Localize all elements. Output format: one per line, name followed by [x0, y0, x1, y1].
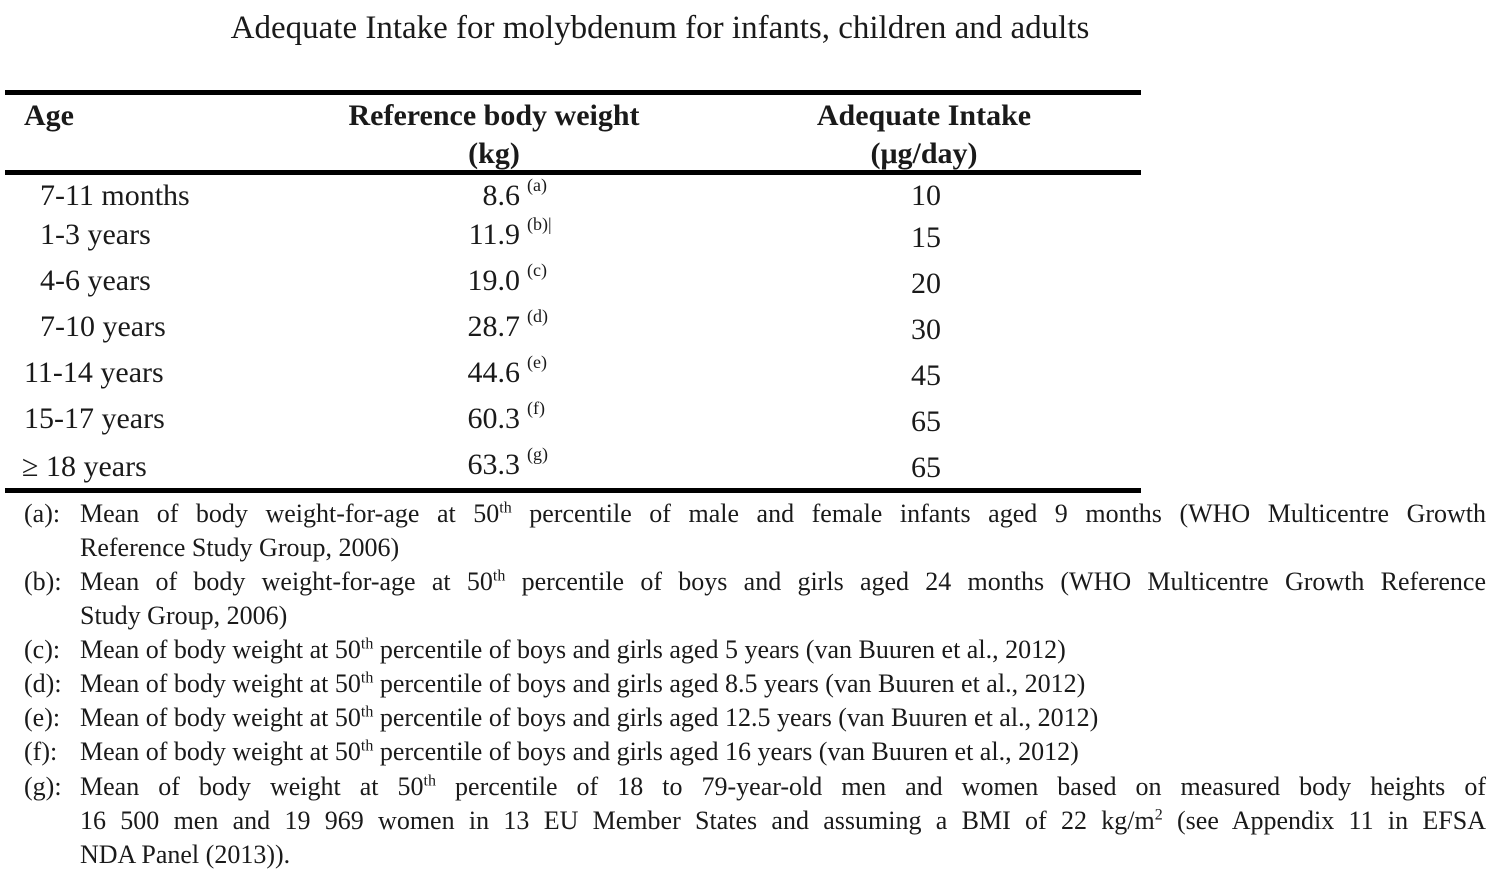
header-ai-line1: Adequate Intake: [816, 99, 1032, 132]
footnote-text: Mean of body weight at 50th percentile o…: [80, 772, 1486, 801]
header-weight-unit: (kg): [468, 137, 520, 170]
table-row-ai: 65: [911, 405, 941, 438]
footnote-b: (b): Mean of body weight-for-age at 50th…: [24, 565, 1486, 633]
footnote-c: (c): Mean of body weight at 50th percent…: [24, 633, 1486, 667]
table-row-ai: 65: [911, 451, 941, 484]
table-row-age: 15-17 years: [24, 402, 165, 435]
table-row-age: 1-3 years: [40, 218, 151, 251]
footnote-text: Mean of body weight at 50th percentile o…: [80, 703, 1099, 732]
footnote-text-line2: 16 500 men and 19 969 women in 13 EU Mem…: [80, 806, 1486, 835]
header-adequate-intake: Adequate Intake (μg/day): [744, 97, 1104, 173]
table-row-note: (a): [527, 175, 547, 195]
table-row-age: ≥ 18 years: [22, 450, 147, 483]
table-row-ai: 20: [911, 267, 941, 300]
footnote-label: (g):: [24, 772, 62, 801]
table-row-ai: 30: [911, 313, 941, 346]
table-row-note: (b)|: [527, 214, 552, 234]
table-top-rule: [5, 90, 1141, 95]
footnote-f: (f): Mean of body weight at 50th percent…: [24, 735, 1486, 769]
footnote-text: Mean of body weight at 50th percentile o…: [80, 669, 1086, 698]
header-weight-line1: Reference body weight: [348, 99, 640, 132]
table-row-weight: 44.6: [467, 356, 521, 389]
footnote-label: (f):: [24, 737, 58, 766]
table-bottom-rule: [5, 488, 1141, 493]
footnote-d: (d): Mean of body weight at 50th percent…: [24, 667, 1486, 701]
table-row-ai: 45: [911, 359, 941, 392]
footnote-label: (d):: [24, 669, 62, 698]
table-row-note: (g): [527, 444, 548, 464]
footnote-g: (g): Mean of body weight at 50th percent…: [24, 770, 1486, 872]
footnote-text: Mean of body weight at 50th percentile o…: [80, 635, 1066, 664]
header-reference-body-weight: Reference body weight (kg): [294, 97, 694, 173]
table-row-ai: 15: [911, 221, 941, 254]
table-title: Adequate Intake for molybdenum for infan…: [230, 10, 1090, 46]
table-row-age: 7-10 years: [40, 310, 166, 343]
table-row-age: 4-6 years: [40, 264, 151, 297]
table-row-weight: 28.7: [467, 310, 521, 343]
footnote-label: (a):: [24, 499, 61, 528]
header-rule: [5, 170, 1141, 175]
footnote-text: Mean of body weight-for-age at 50th perc…: [80, 567, 1486, 596]
header-age: Age: [24, 99, 74, 132]
table-row-weight: 19.0: [467, 264, 521, 297]
table-row-ai: 10: [911, 179, 941, 212]
header-ai-unit: (μg/day): [870, 137, 978, 170]
table-row-note: (d): [527, 306, 548, 326]
footnote-label: (c):: [24, 635, 61, 664]
footnote-e: (e): Mean of body weight at 50th percent…: [24, 701, 1486, 735]
footnote-text: Mean of body weight at 50th percentile o…: [80, 737, 1079, 766]
table-row-note: (e): [527, 352, 547, 372]
table-row-age: 11-14 years: [24, 356, 164, 389]
table-row-age: 7-11 months: [40, 179, 190, 212]
footnote-text: Mean of body weight-for-age at 50th perc…: [80, 499, 1486, 528]
footnote-text-line2: Reference Study Group, 2006): [80, 533, 400, 562]
table-row-note: (f): [527, 398, 545, 418]
footnote-text-line3: NDA Panel (2013)).: [80, 840, 291, 869]
table-row-weight: 63.3: [467, 448, 521, 481]
footnote-text-line2: Study Group, 2006): [80, 601, 288, 630]
table-row-weight: 11.9: [468, 218, 520, 251]
footnote-label: (e):: [24, 703, 61, 732]
table-row-weight: 8.6: [482, 179, 521, 212]
table-row-note: (c): [527, 260, 547, 280]
table-row-weight: 60.3: [467, 402, 521, 435]
footnote-a: (a): Mean of body weight-for-age at 50th…: [24, 497, 1486, 565]
footnote-label: (b):: [24, 567, 62, 596]
